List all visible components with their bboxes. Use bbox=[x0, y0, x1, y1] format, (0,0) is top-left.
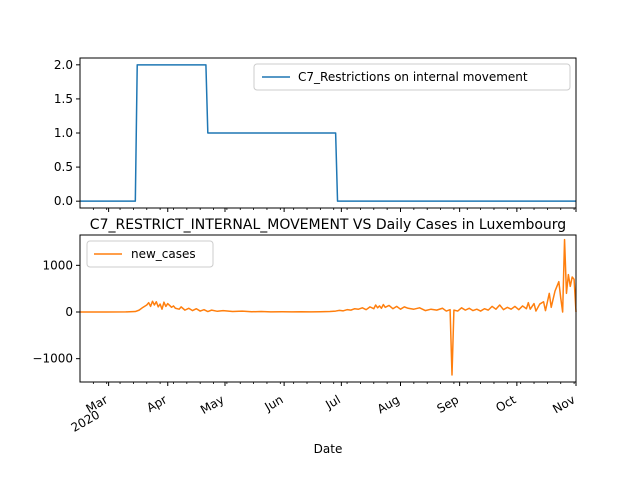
y-tick-label: 0.5 bbox=[54, 160, 73, 174]
restrictions-legend: C7_Restrictions on internal movement bbox=[253, 63, 571, 91]
y-tick-label: −1000 bbox=[32, 352, 73, 366]
restrictions-subplot: 0.0 0.5 1.0 1.5 2.0 C7_Restrictions on inter… bbox=[54, 57, 577, 212]
restrictions-legend-label: C7_Restrictions on internal movement bbox=[298, 70, 528, 84]
y-tick-label: 1000 bbox=[42, 258, 73, 272]
y-tick-label: 1.0 bbox=[54, 126, 73, 140]
series-line-c7-restrictions-on-internal-movement bbox=[80, 64, 576, 202]
cases-y-axis: −1000 0 1000 bbox=[32, 258, 80, 366]
series-line-new-cases bbox=[80, 238, 577, 376]
y-tick-label: 2.0 bbox=[54, 58, 73, 72]
y-tick-label: 0.0 bbox=[54, 194, 73, 208]
y-tick-label: 0 bbox=[65, 305, 73, 319]
restrictions-legend-box bbox=[253, 63, 571, 91]
cases-legend-label: new_cases bbox=[131, 247, 196, 261]
cases-plot-frame bbox=[79, 234, 577, 383]
x-tick-label: Jul bbox=[322, 392, 342, 412]
cases-legend-box bbox=[86, 240, 214, 268]
cases-subplot: C7_RESTRICT_INTERNAL_MOVEMENT VS Daily C… bbox=[32, 217, 577, 456]
cases-series-layer bbox=[80, 238, 577, 376]
chart-title: C7_RESTRICT_INTERNAL_MOVEMENT VS Daily C… bbox=[90, 217, 566, 233]
x-axis-label: Date bbox=[314, 442, 343, 456]
restrictions-series-layer bbox=[80, 64, 576, 202]
cases-legend: new_cases bbox=[86, 240, 214, 268]
restrictions-plot-frame bbox=[79, 57, 577, 209]
restrictions-y-axis: 0.0 0.5 1.0 1.5 2.0 bbox=[54, 58, 80, 208]
y-tick-label: 1.5 bbox=[54, 92, 73, 106]
